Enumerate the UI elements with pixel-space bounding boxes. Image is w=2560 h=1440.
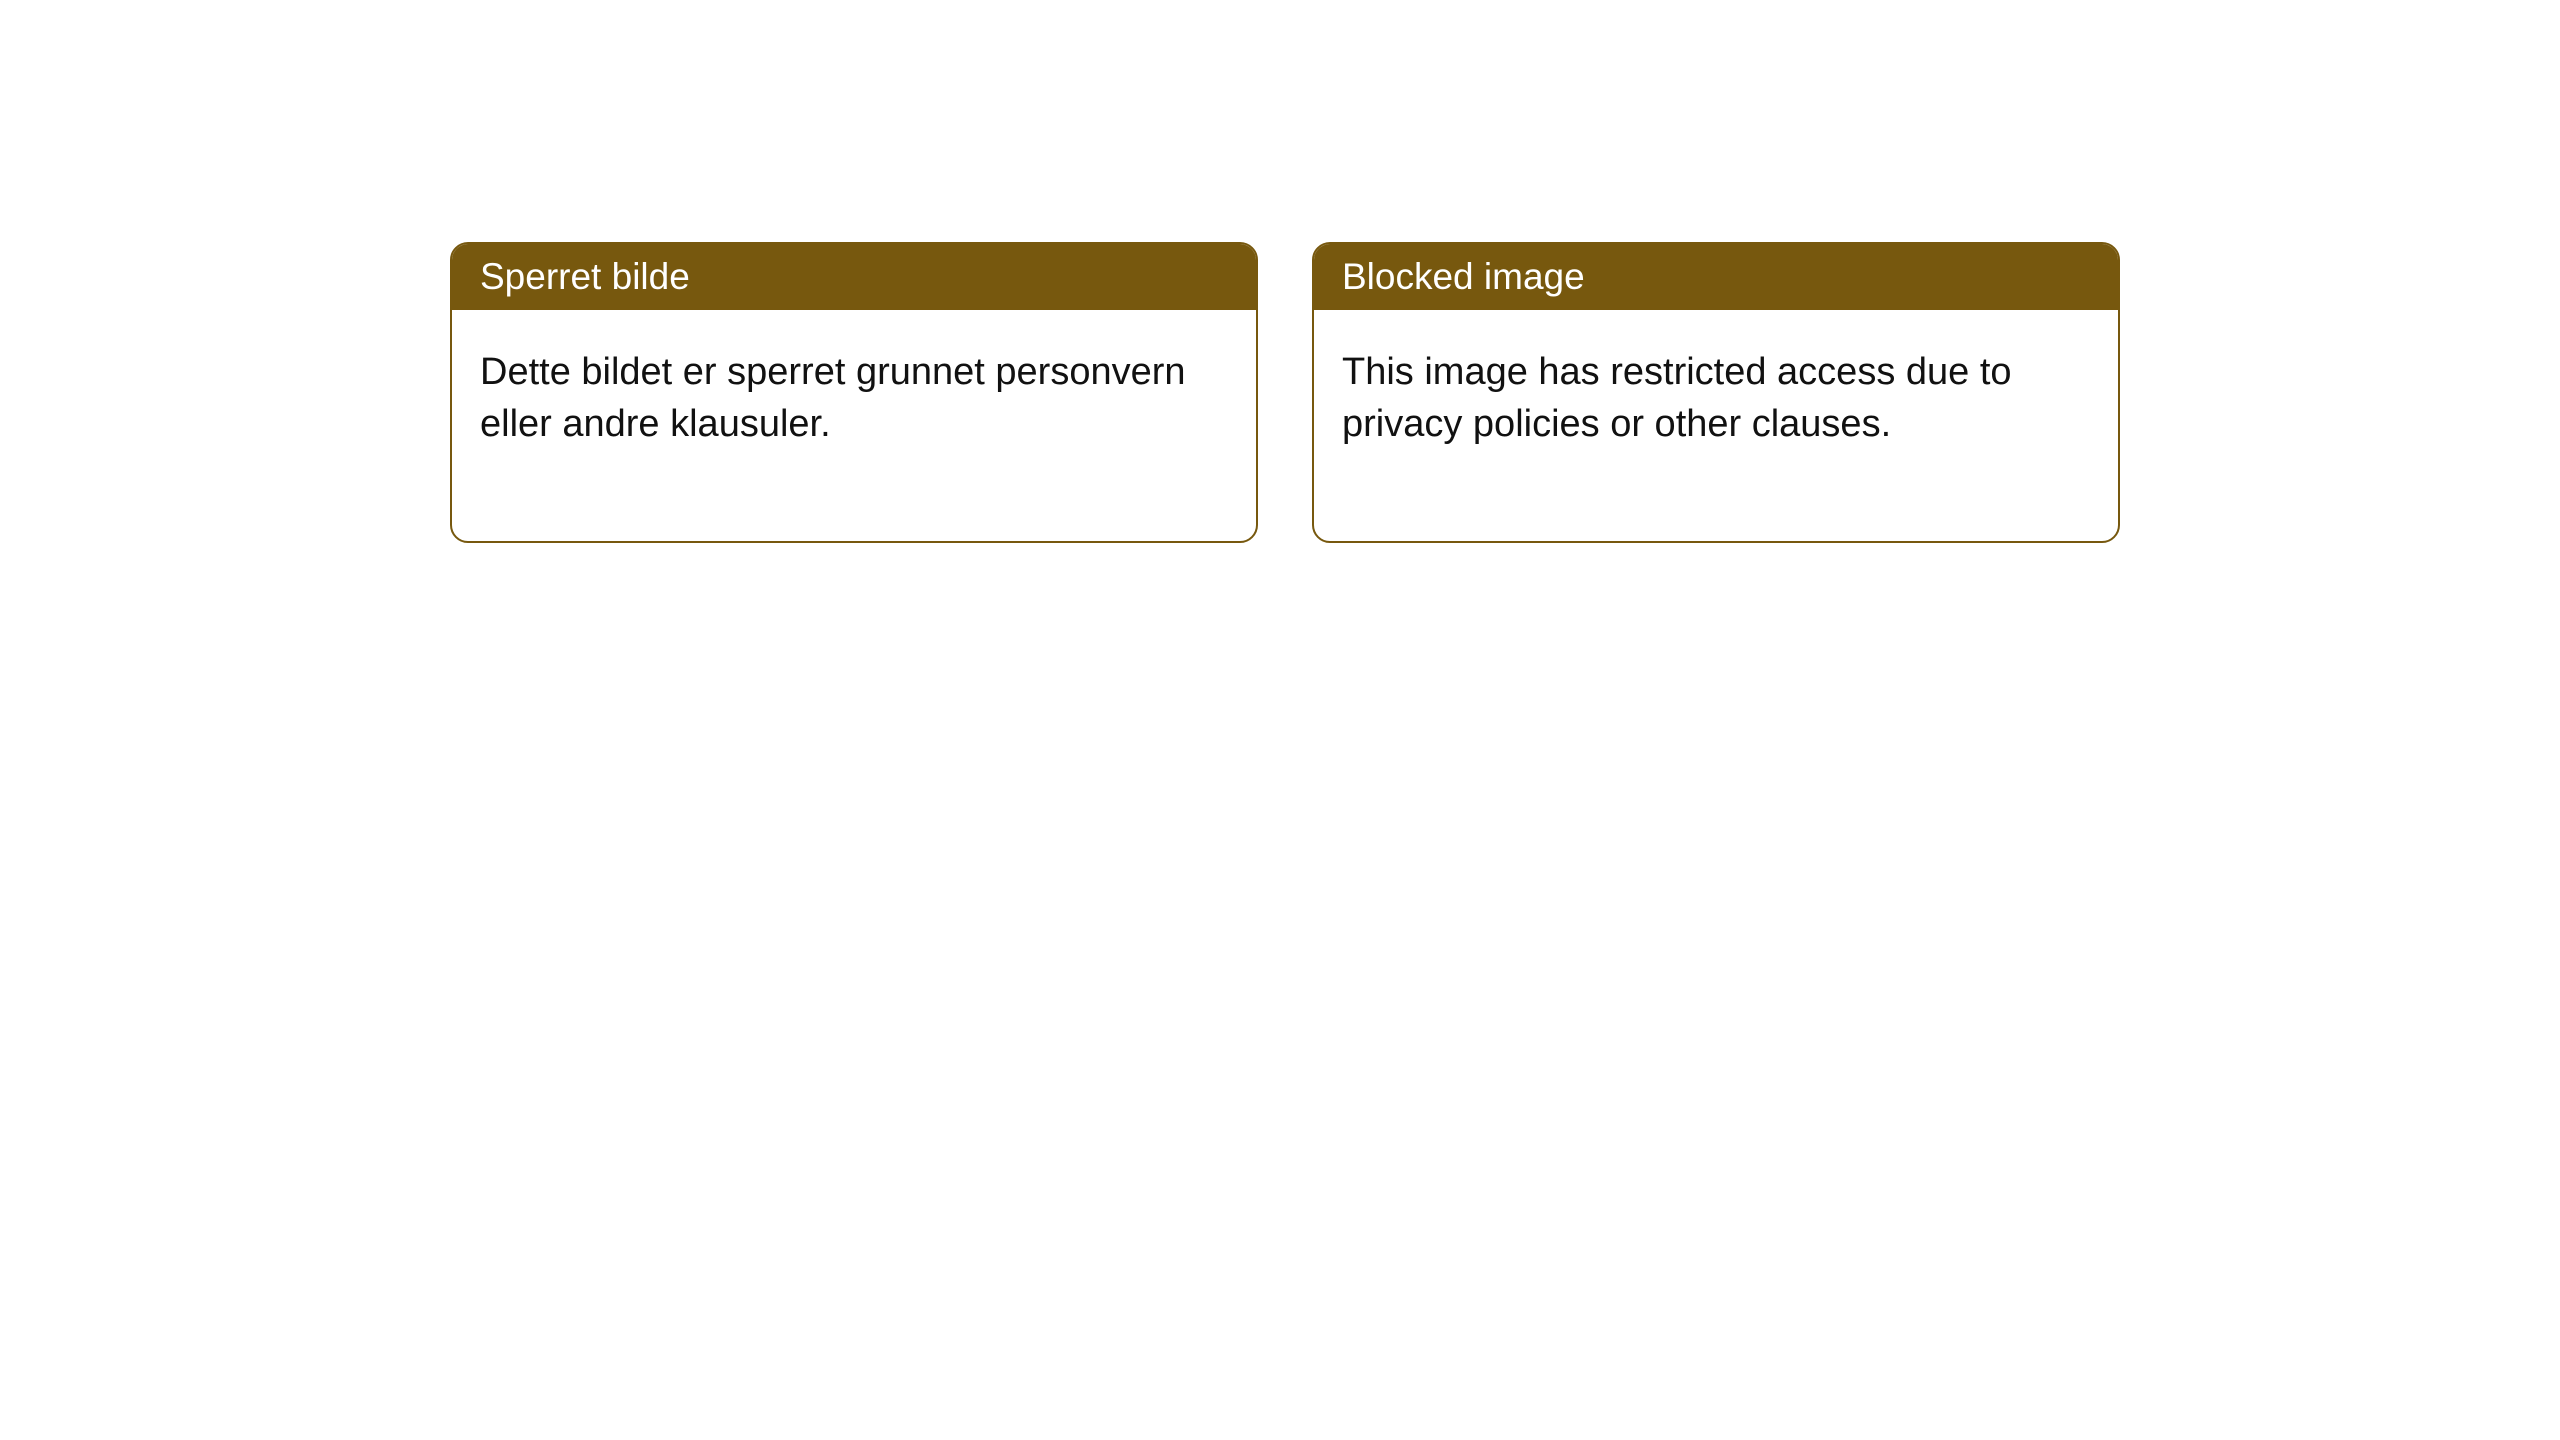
blocked-image-card-en: Blocked image This image has restricted … — [1312, 242, 2120, 543]
card-body: This image has restricted access due to … — [1314, 310, 2118, 541]
card-header: Sperret bilde — [452, 244, 1256, 310]
blocked-image-card-no: Sperret bilde Dette bildet er sperret gr… — [450, 242, 1258, 543]
card-header: Blocked image — [1314, 244, 2118, 310]
card-body: Dette bildet er sperret grunnet personve… — [452, 310, 1256, 541]
card-container: Sperret bilde Dette bildet er sperret gr… — [0, 0, 2560, 543]
